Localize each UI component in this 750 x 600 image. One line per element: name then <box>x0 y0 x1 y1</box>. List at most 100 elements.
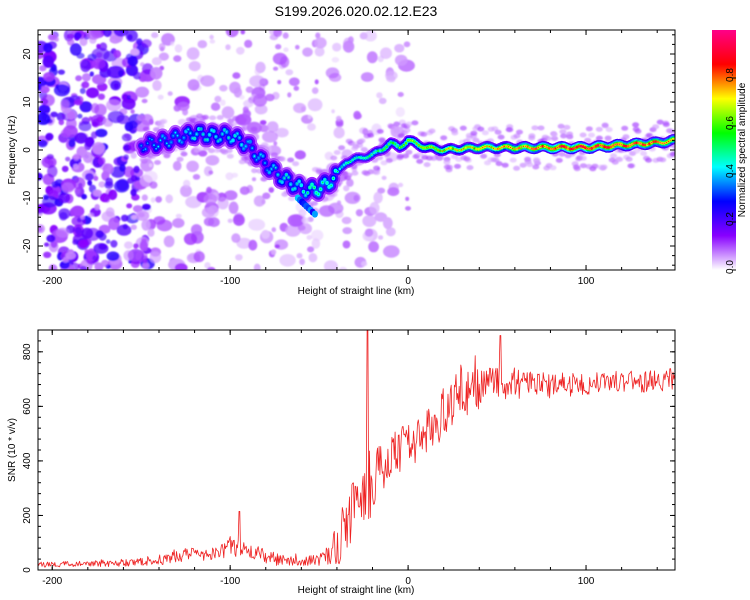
spectral-blob <box>58 192 71 204</box>
spectral-blob <box>301 217 310 224</box>
spectral-blob <box>133 243 139 249</box>
spectral-halo <box>501 162 509 168</box>
ridge-segment <box>306 192 309 194</box>
ridge-segment <box>659 142 661 144</box>
ridge-segment <box>420 146 422 148</box>
spectral-halo <box>662 122 670 128</box>
ridge-segment <box>518 147 520 149</box>
snr-plot-area <box>38 330 675 570</box>
spectral-blob <box>74 226 82 235</box>
ridge-segment <box>668 140 670 142</box>
spectral-blob <box>89 71 95 77</box>
spectral-blob <box>270 249 277 255</box>
spectral-blob <box>273 141 278 146</box>
ridge-segment <box>535 148 537 150</box>
ridge-segment <box>644 144 646 146</box>
spectral-blob <box>361 261 368 267</box>
spectral-halo <box>645 157 653 163</box>
spectral-halo <box>472 126 480 132</box>
ridge-segment <box>576 146 578 148</box>
spectral-blob <box>362 215 377 227</box>
spectral-blob <box>341 216 352 225</box>
ridge-segment <box>657 141 659 143</box>
ridge-segment <box>159 139 162 142</box>
snr-xtick-label: -100 <box>220 576 240 587</box>
spectral-halo <box>573 166 581 172</box>
spectral-blob <box>151 57 162 66</box>
spectral-blob <box>150 197 156 203</box>
spectral-blob <box>338 266 348 270</box>
ridge-segment <box>557 146 559 148</box>
ridge-segment <box>514 148 516 150</box>
spectral-blob <box>323 260 338 270</box>
spectral-blob <box>204 262 211 269</box>
spectral-blob <box>174 44 183 53</box>
ridge-segment <box>601 145 603 147</box>
ridge-segment <box>287 176 290 179</box>
spectral-halo <box>242 125 249 131</box>
colorbar: 0.0 0.2 0.4 0.6 0.8 Normalized spectral ampl… <box>712 30 748 274</box>
ridge-segment <box>181 141 183 144</box>
spectrogram-marks <box>38 30 675 270</box>
ridge-segment <box>242 147 245 150</box>
spectral-blob <box>43 42 53 53</box>
spectral-halo <box>585 126 593 132</box>
spectral-blob <box>368 241 379 253</box>
ridge-segment <box>552 148 554 150</box>
spectral-blob <box>118 70 124 77</box>
ridge-segment <box>362 157 364 159</box>
ridge-segment <box>497 148 499 150</box>
spectral-blob <box>95 230 104 238</box>
spectral-halo <box>579 155 587 161</box>
spectral-blob <box>248 239 258 251</box>
spectral-blob <box>123 154 129 161</box>
figure-title: S199.2026.020.02.12.E23 <box>275 3 438 19</box>
spectral-blob <box>315 32 321 39</box>
snr-ytick-label: 0 <box>22 567 33 573</box>
spectral-blob <box>331 57 340 63</box>
spectral-blob <box>87 53 97 61</box>
ridge-segment <box>614 144 616 146</box>
spectral-blob <box>227 218 233 223</box>
spectral-blob <box>335 115 342 122</box>
colorbar-tick-label: 0.6 <box>725 116 736 130</box>
ridge-segment <box>315 191 318 194</box>
spectral-blob <box>170 41 175 47</box>
spectral-blob <box>85 136 95 148</box>
ridge-segment <box>612 145 614 147</box>
spectral-blob <box>107 110 125 124</box>
ridge-segment <box>240 144 243 146</box>
spectral-blob <box>311 238 321 249</box>
ridge-segment <box>510 147 512 149</box>
spectral-blob <box>82 151 93 164</box>
spectral-blob <box>121 214 129 222</box>
spectrogram-ytick-label: 0 <box>22 147 33 153</box>
spectral-halo <box>600 164 608 170</box>
spectral-blob <box>287 92 292 98</box>
spectral-blob <box>198 150 208 157</box>
ridge-segment <box>321 181 324 184</box>
spectral-halo <box>261 142 269 148</box>
spectral-blob <box>92 255 97 261</box>
spectral-blob <box>229 81 241 94</box>
spectral-blob <box>135 86 150 98</box>
spectral-halo <box>470 130 478 136</box>
spectral-blob <box>293 85 300 91</box>
spectral-blob <box>364 228 374 237</box>
spectral-halo <box>625 156 633 162</box>
ridge-segment <box>426 146 428 149</box>
spectral-blob <box>123 166 135 178</box>
ridge-segment <box>589 148 591 150</box>
ridge-segment <box>608 146 610 149</box>
spectral-halo <box>595 126 603 132</box>
spectral-blob <box>38 204 45 214</box>
spectral-blob <box>307 114 312 120</box>
ridge-segment <box>249 140 251 143</box>
spectral-blob <box>106 251 120 261</box>
ridge-segment <box>324 178 326 181</box>
spectral-blob <box>50 111 58 118</box>
spectral-blob <box>219 84 228 92</box>
ridge-segment <box>666 142 667 144</box>
spectral-halo <box>563 124 571 130</box>
spectral-blob <box>57 69 65 75</box>
